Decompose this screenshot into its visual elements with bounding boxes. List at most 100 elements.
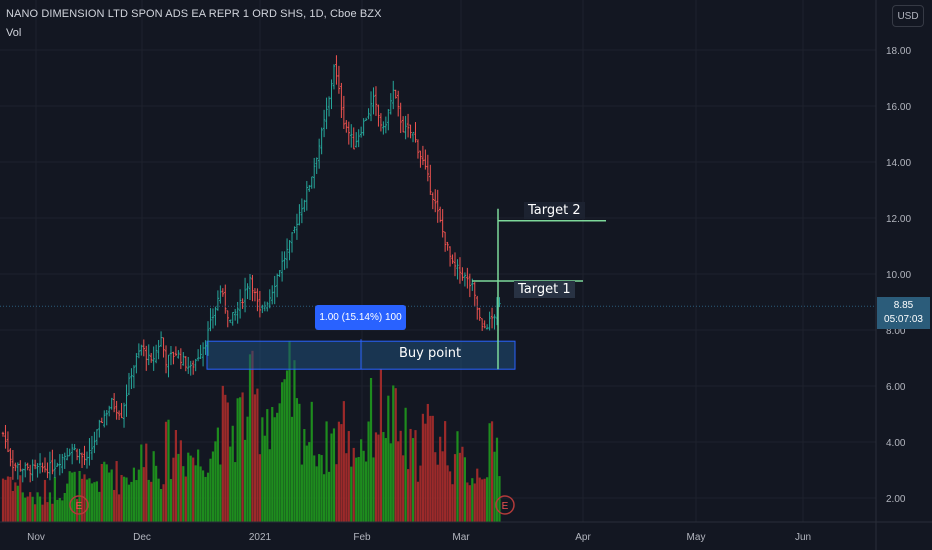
last-price-tag: 8.85 05:07:03 <box>877 297 930 329</box>
ohlc-bar <box>150 352 153 363</box>
ohlc-bar <box>488 311 491 331</box>
ohlc-bar <box>243 277 247 313</box>
volume-bar <box>187 452 190 522</box>
ohlc-bar <box>397 90 400 117</box>
earnings-marker-1[interactable]: E <box>69 495 89 515</box>
volume-bar <box>142 467 145 522</box>
ohlc-bar <box>448 246 452 267</box>
ohlc-bar <box>300 198 304 224</box>
ohlc-bar <box>273 275 276 305</box>
volume-bar <box>90 483 94 522</box>
volume-bar <box>19 475 22 522</box>
ohlc-bar <box>404 115 407 140</box>
ohlc-bar <box>85 451 89 469</box>
volume-bar <box>169 479 173 522</box>
volume-bar <box>162 484 165 522</box>
volume-bar <box>125 477 128 522</box>
ohlc-bar <box>137 343 141 359</box>
ohlc-bar <box>317 138 321 169</box>
volume-bar <box>38 496 42 522</box>
price-tick-label: 4.00 <box>886 438 906 449</box>
ohlc-bar <box>280 251 284 282</box>
ohlc-bar <box>285 238 289 269</box>
ohlc-bar <box>337 65 341 94</box>
ohlc-bar <box>409 124 412 139</box>
volume-bar <box>76 499 79 522</box>
volume-bar <box>466 482 469 522</box>
ohlc-bar <box>56 462 59 467</box>
ohlc-bar <box>233 308 237 321</box>
ohlc-bar <box>332 64 336 90</box>
volume-bar <box>24 497 27 522</box>
ohlc-bar <box>95 429 99 446</box>
volume-bar <box>256 388 259 522</box>
ohlc-bar <box>26 462 29 471</box>
volume-bar <box>431 415 434 522</box>
ohlc-bar <box>21 468 24 483</box>
currency-button[interactable]: USD <box>892 5 924 27</box>
volume-bar <box>303 429 306 522</box>
volume-bar <box>276 412 279 522</box>
ohlc-bar <box>145 345 148 371</box>
volume-bar <box>288 340 291 522</box>
chart-title: NANO DIMENSION LTD SPON ADS EA REPR 1 OR… <box>6 8 382 20</box>
ohlc-bar <box>36 463 39 478</box>
volume-bar <box>56 499 59 522</box>
time-tick-label: Mar <box>452 532 470 543</box>
ohlc-bar <box>290 232 294 253</box>
volume-bar <box>11 490 14 522</box>
ohlc-bar <box>275 273 279 298</box>
volume-bar <box>495 437 499 522</box>
volume-bar <box>364 461 368 522</box>
earnings-marker-2[interactable]: E <box>495 495 515 515</box>
ohlc-bar <box>142 339 145 357</box>
ohlc-bar <box>394 89 397 99</box>
volume-bar <box>414 430 417 522</box>
ohlc-bar <box>298 204 301 226</box>
price-tick-label: 2.00 <box>886 494 906 505</box>
measure-label[interactable]: 1.00 (15.14%) 100 <box>315 305 406 330</box>
volume-bar <box>127 484 131 522</box>
target1-label[interactable]: Target 1 <box>514 281 575 298</box>
ohlc-bar <box>478 307 481 321</box>
volume-bar <box>318 454 321 522</box>
price-tick-label: 6.00 <box>886 382 906 393</box>
volume-bar <box>46 502 49 522</box>
ohlc-bar <box>310 176 313 189</box>
volume-bar <box>330 433 333 522</box>
volume-bar <box>4 479 7 522</box>
volume-bar <box>258 454 261 522</box>
volume-bar <box>478 477 481 522</box>
volume-bar <box>68 471 71 522</box>
ohlc-bar <box>221 288 225 297</box>
volume-bar <box>369 377 373 522</box>
volume-bar <box>21 492 24 522</box>
ohlc-bar <box>246 283 249 300</box>
ohlc-bar <box>458 257 462 284</box>
volume-bar <box>337 421 341 522</box>
volume-bar <box>246 416 249 522</box>
volume-bar <box>446 465 449 522</box>
ohlc-bar <box>174 346 178 357</box>
ohlc-bar <box>241 298 244 309</box>
ohlc-bar <box>340 82 343 118</box>
volume-bar <box>145 443 148 522</box>
volume-bar <box>135 480 138 522</box>
buy-point-label[interactable]: Buy point <box>399 346 462 361</box>
ohlc-bar <box>429 164 432 195</box>
ohlc-bar <box>112 393 116 413</box>
last-price-value: 8.85 <box>893 300 914 311</box>
volume-bar <box>239 397 242 522</box>
ohlc-bar <box>196 349 200 362</box>
volume-bar <box>350 466 353 522</box>
ohlc-bar <box>51 449 54 475</box>
bar-countdown: 05:07:03 <box>884 314 923 325</box>
volume-bar <box>392 385 395 522</box>
volume-bar <box>201 470 205 522</box>
ohlc-bar <box>88 438 91 466</box>
ohlc-bar <box>466 267 469 289</box>
target2-label[interactable]: Target 2 <box>524 202 585 219</box>
volume-bar <box>63 492 66 522</box>
volume-bar <box>394 388 397 522</box>
